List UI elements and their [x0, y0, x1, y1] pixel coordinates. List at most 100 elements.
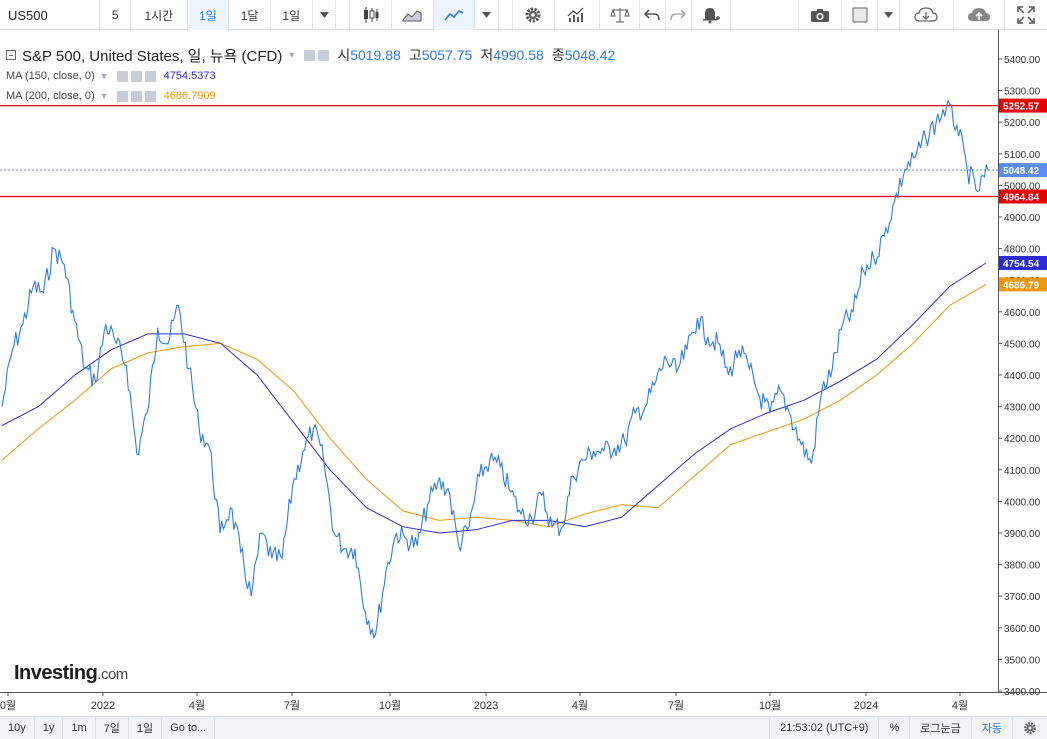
- chevron-down-icon: [884, 12, 894, 18]
- main-series-legend[interactable]: S&P 500, United States, 일, 뉴욕 (CFD) ▼ 시 …: [6, 44, 615, 66]
- alert-button[interactable]: [692, 0, 732, 30]
- screenshot-button[interactable]: [799, 0, 843, 30]
- chart-type-dropdown-button[interactable]: [475, 0, 500, 30]
- indicators-button[interactable]: [555, 0, 601, 30]
- last-price-tag-label: 5048.42: [1003, 166, 1040, 177]
- chevron-down-icon[interactable]: ▼: [99, 71, 109, 81]
- y-axis-tick-label: 4400.00: [1004, 371, 1041, 382]
- line-chart-icon: [444, 10, 464, 21]
- range-1d-button[interactable]: 1일: [129, 716, 163, 739]
- open-value: 5019.88: [350, 47, 401, 63]
- y-axis-tick-label: 4100.00: [1004, 466, 1041, 477]
- ma200-legend[interactable]: MA (200, close, 0) ▼ 4686.7909: [6, 86, 615, 106]
- x-axis-tick-label: 7월: [668, 699, 684, 712]
- gear-icon[interactable]: [130, 70, 142, 82]
- template-button[interactable]: [842, 0, 879, 30]
- candlestick-icon: [363, 7, 379, 23]
- chevron-down-icon[interactable]: ▼: [99, 91, 109, 101]
- resistance-price-tag-label: 5252.57: [1003, 102, 1040, 113]
- interval-dropdown-button[interactable]: [313, 0, 337, 30]
- range-1y-button[interactable]: 1y: [35, 716, 64, 739]
- x-axis-tick-label: 4월: [572, 699, 588, 712]
- collapse-legend-icon[interactable]: [6, 50, 16, 60]
- y-axis-tick-label: 3700.00: [1004, 592, 1041, 603]
- expand-icon: [1017, 6, 1035, 24]
- open-label: 시: [337, 47, 351, 63]
- close-label: 종: [551, 47, 565, 63]
- bell-plus-icon: [702, 8, 720, 24]
- y-axis-tick-label: 5000.00: [1004, 181, 1041, 192]
- settings-button[interactable]: [513, 0, 555, 30]
- low-label: 저: [480, 47, 494, 63]
- y-axis-tick-label: 4600.00: [1004, 308, 1041, 319]
- toolbar-divider: [731, 0, 799, 29]
- ma150-price-tag-label: 4754.54: [1003, 259, 1040, 270]
- compare-button[interactable]: [600, 0, 641, 30]
- range-1m-button[interactable]: 1m: [63, 716, 96, 739]
- log-scale-button[interactable]: 로그눈금: [909, 716, 970, 739]
- auto-scale-button[interactable]: 자동: [970, 716, 1012, 739]
- cloud-upload-icon: [967, 8, 990, 21]
- y-axis-tick-label: 4300.00: [1004, 403, 1041, 414]
- close-icon[interactable]: [144, 70, 156, 82]
- cloud-download-button[interactable]: [900, 0, 954, 30]
- chart-settings-button[interactable]: [1012, 716, 1047, 739]
- gear-icon[interactable]: [130, 90, 142, 102]
- chevron-down-icon: [482, 12, 492, 18]
- candles-button[interactable]: [350, 0, 392, 30]
- chevron-down-icon[interactable]: ▼: [287, 50, 297, 60]
- gear-icon: [1024, 722, 1036, 734]
- cloud-upload-button[interactable]: [954, 0, 1006, 30]
- interval-5-button[interactable]: 5: [100, 0, 132, 30]
- undo-button[interactable]: [640, 0, 666, 30]
- y-axis-tick-label: 4500.00: [1004, 339, 1041, 350]
- eye-icon[interactable]: [116, 90, 128, 102]
- fullscreen-button[interactable]: [1005, 0, 1047, 30]
- interval-1mo-button[interactable]: 1달: [229, 0, 271, 30]
- interval-1h-button[interactable]: 1시간: [131, 0, 188, 30]
- y-axis-tick-label: 3600.00: [1004, 624, 1041, 635]
- goto-button[interactable]: Go to...: [162, 716, 216, 739]
- price-chart[interactable]: 3400.00 3500.00 3600.00 3700.00 3800.00 3900.…: [0, 30, 1047, 715]
- line-chart-button[interactable]: [433, 0, 476, 30]
- toolbar-divider: [499, 0, 514, 29]
- template-dropdown-button[interactable]: [878, 0, 900, 30]
- ma200-value: 4686.7909: [163, 90, 216, 102]
- ma150-label: MA (150, close, 0): [6, 70, 95, 82]
- ma150-legend[interactable]: MA (150, close, 0) ▼ 4754.5373: [6, 66, 615, 86]
- symbol-input[interactable]: US500: [0, 0, 101, 30]
- resistance-price-tag: [999, 98, 1047, 113]
- y-axis-tick-label: 5200.00: [1004, 118, 1041, 129]
- y-axis-tick-label: 3900.00: [1004, 529, 1041, 540]
- eye-icon[interactable]: [304, 49, 316, 61]
- x-axis-tick-label: 4월: [189, 699, 205, 712]
- clock-time: 21:53:02 (UTC+9): [769, 716, 878, 739]
- chevron-down-icon: [319, 12, 329, 18]
- redo-button[interactable]: [666, 0, 692, 30]
- last-price-tag: [999, 163, 1047, 178]
- x-axis-tick-label: 2023: [474, 700, 498, 712]
- eye-icon[interactable]: [116, 70, 128, 82]
- price-line: [1, 98, 989, 640]
- range-10y-button[interactable]: 10y: [0, 716, 35, 739]
- area-chart-button[interactable]: [392, 0, 434, 30]
- support-price-tag: [999, 189, 1047, 204]
- support-price-tag-label: 4964.84: [1003, 193, 1040, 204]
- indicators-icon: [567, 7, 584, 22]
- chart-area[interactable]: 3400.00 3500.00 3600.00 3700.00 3800.00 3900.…: [0, 30, 1047, 715]
- interval-1d-button[interactable]: 1일: [187, 0, 230, 30]
- range-7d-button[interactable]: 7일: [96, 716, 129, 739]
- gear-icon[interactable]: [318, 49, 330, 61]
- ma200-label: MA (200, close, 0): [6, 90, 95, 102]
- y-axis-tick-label: 4200.00: [1004, 434, 1041, 445]
- percent-scale-button[interactable]: %: [878, 716, 909, 739]
- toolbar-divider: [336, 0, 351, 29]
- interval-more-button[interactable]: 1일: [271, 0, 313, 30]
- investing-logo: Investing.com: [14, 662, 128, 685]
- ma200-price-tag-label: 4686.79: [1003, 280, 1040, 291]
- x-axis-tick-label: 10월: [379, 699, 401, 712]
- close-icon[interactable]: [144, 90, 156, 102]
- y-axis-tick-label: 4000.00: [1004, 497, 1041, 508]
- square-icon: [852, 7, 868, 23]
- x-axis-tick-label: 2024: [854, 700, 878, 712]
